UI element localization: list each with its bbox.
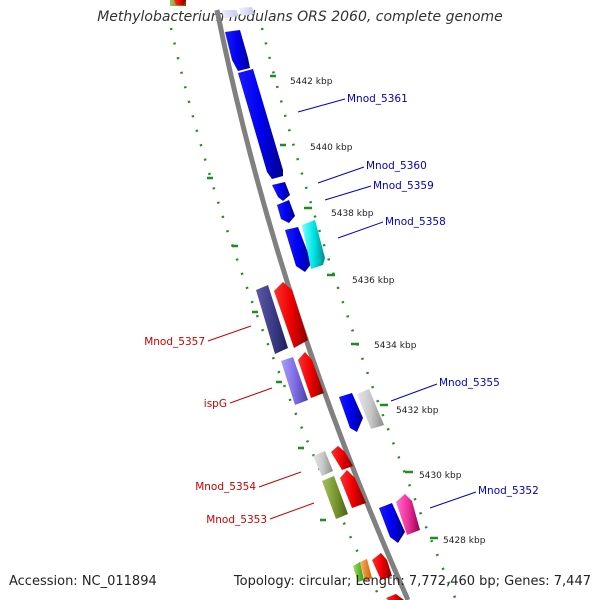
genome-summary: Topology: circular; Length: 7,772,460 bp… [233, 574, 591, 589]
gene-label[interactable]: Mnod_5360 [366, 160, 427, 172]
accession-label: Accession: NC_011894 [9, 574, 157, 589]
gene-feature[interactable] [331, 446, 353, 470]
gene-feature[interactable] [313, 451, 333, 476]
gene-feature[interactable] [238, 69, 283, 179]
leader-lines-right [297, 98, 477, 509]
gene-feature[interactable] [353, 562, 364, 582]
gene-feature[interactable] [277, 200, 295, 223]
gene-feature[interactable] [221, 10, 239, 18]
gene-label[interactable]: Mnod_5357 [144, 336, 205, 348]
gene-feature[interactable] [298, 352, 324, 398]
gene-feature[interactable] [239, 7, 254, 16]
gene-label[interactable]: Mnod_5352 [478, 485, 539, 497]
gene-feature[interactable] [360, 559, 372, 581]
gene-feature[interactable] [274, 282, 308, 348]
tick-label: 5434 kbp [374, 341, 417, 351]
gene-feature[interactable] [225, 30, 250, 71]
gene-feature[interactable] [379, 503, 405, 543]
tick-label: 5432 kbp [396, 406, 439, 416]
gene-feature[interactable] [339, 393, 363, 432]
gene-feature[interactable] [357, 389, 384, 429]
gene-feature[interactable] [272, 182, 290, 201]
gene-feature[interactable] [256, 285, 288, 354]
tick-label: 5440 kbp [310, 143, 353, 153]
gene-label[interactable]: ispG [204, 398, 227, 410]
tick-label: 5442 kbp [290, 77, 333, 87]
gene-label[interactable]: Mnod_5353 [206, 514, 267, 526]
gene-feature[interactable] [322, 476, 348, 519]
gene-label[interactable]: Mnod_5359 [373, 180, 434, 192]
gene-feature[interactable] [372, 553, 392, 580]
tick-marks [207, 74, 438, 540]
tick-label: 5438 kbp [331, 209, 374, 219]
gene-label[interactable]: Mnod_5355 [439, 377, 500, 389]
gene-feature[interactable] [285, 227, 312, 272]
gene-feature[interactable] [174, 0, 186, 5]
gene-features [170, 0, 420, 600]
gene-feature[interactable] [340, 470, 366, 508]
gene-feature[interactable] [302, 220, 325, 269]
gene-feature[interactable] [386, 594, 404, 600]
gene-label[interactable]: Mnod_5354 [195, 481, 256, 493]
tick-label: 5430 kbp [419, 471, 462, 481]
map-title: Methylobacterium nodulans ORS 2060, comp… [97, 9, 503, 25]
gene-label[interactable]: Mnod_5361 [347, 93, 408, 105]
tick-label: 5436 kbp [352, 276, 395, 286]
tick-label: 5428 kbp [443, 536, 486, 546]
leader-lines-left [207, 325, 315, 520]
gene-feature[interactable] [396, 494, 420, 535]
gene-label[interactable]: Mnod_5358 [385, 216, 446, 228]
gene-feature[interactable] [281, 357, 308, 405]
